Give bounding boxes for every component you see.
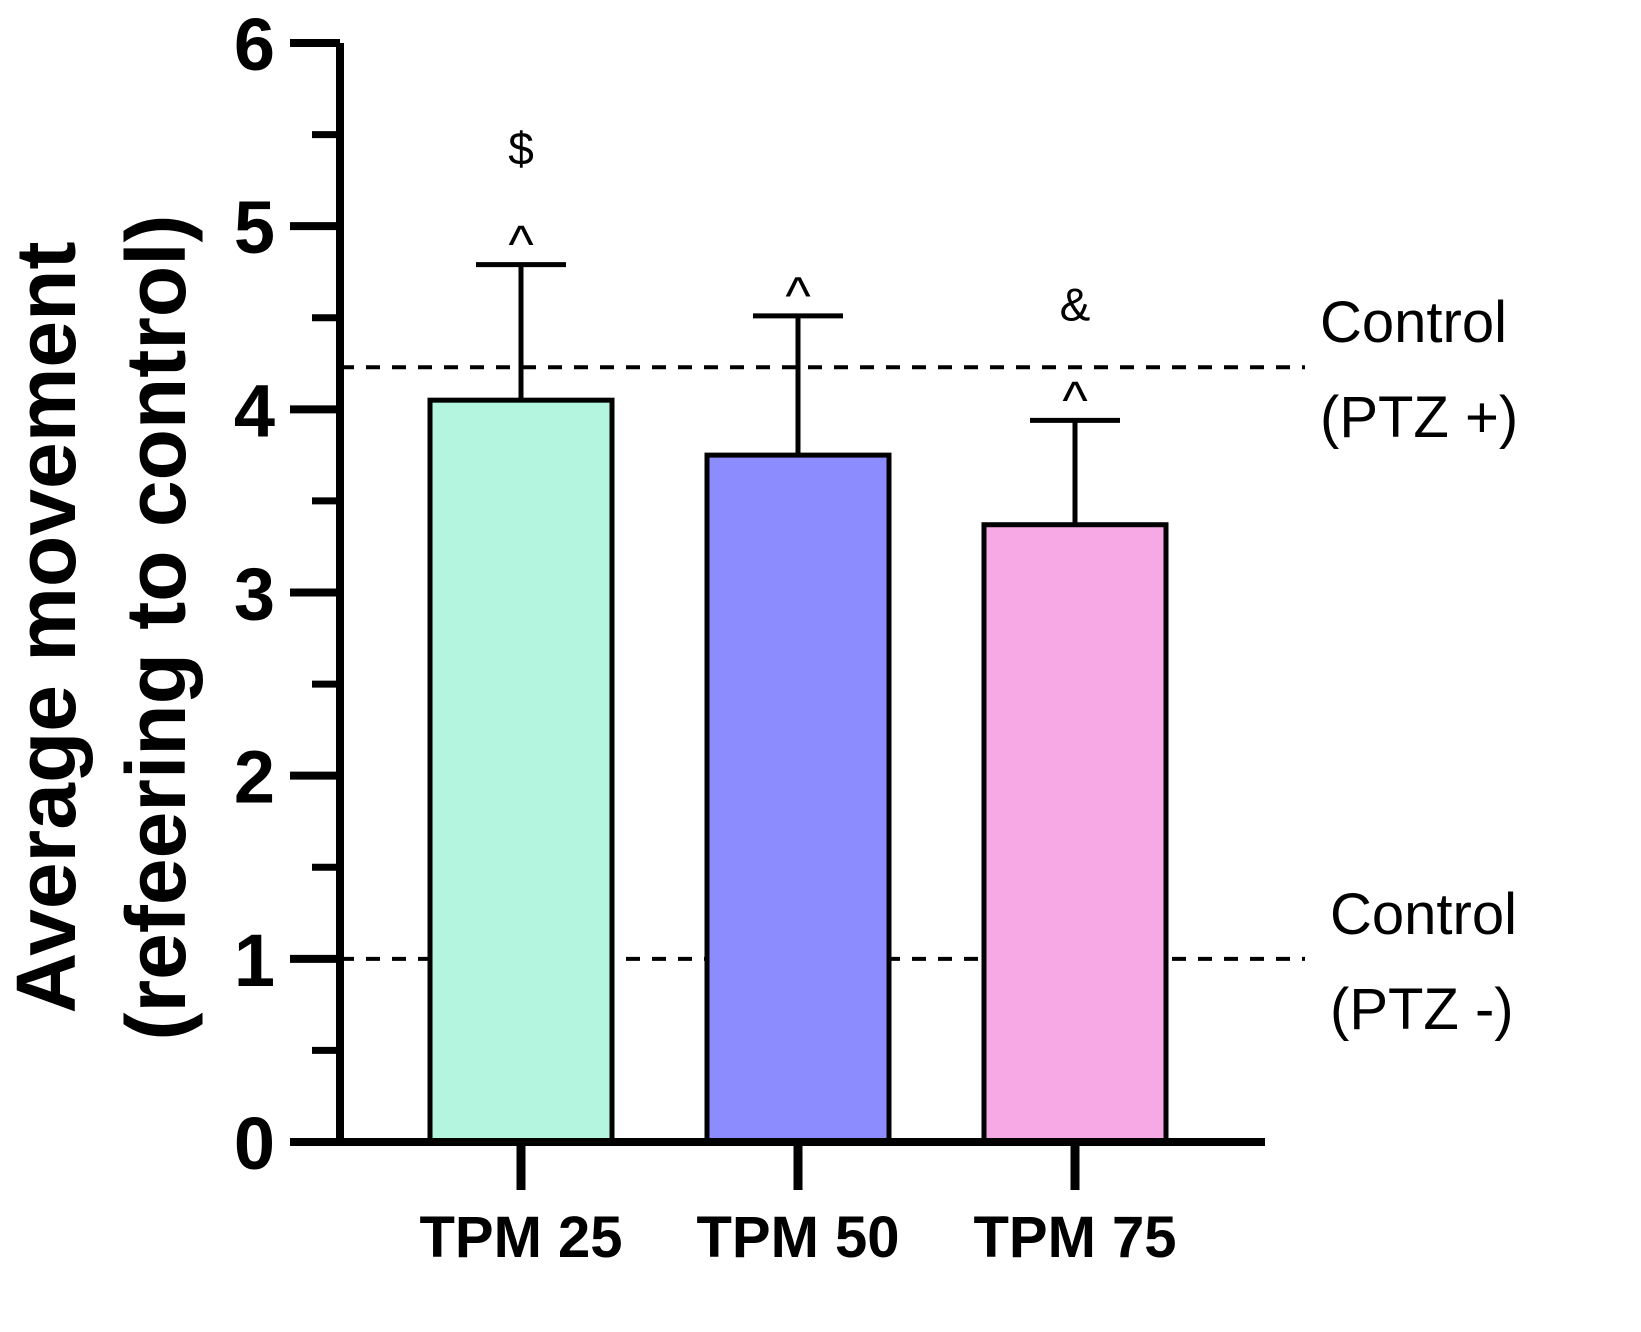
- significance-marker: ^: [1062, 370, 1088, 430]
- y-axis-label-line: Average movement: [0, 242, 93, 1014]
- y-tick-label: 6: [234, 3, 275, 86]
- significance-marker: ^: [785, 266, 811, 326]
- y-tick-label: 5: [234, 186, 275, 269]
- significance-marker: ^: [508, 215, 534, 275]
- y-tick-label: 1: [234, 919, 275, 1002]
- annotations: $ ^ ^ & ^: [508, 123, 1090, 431]
- bar: [704, 452, 892, 1145]
- y-tick-label: 3: [234, 553, 275, 636]
- bar: [981, 522, 1169, 1145]
- x-tick-label: TPM 25: [419, 1205, 622, 1270]
- y-axis-label: Average movement (refeering to control): [0, 214, 203, 1040]
- y-tick-label: 2: [234, 736, 275, 819]
- reference-line-label: (PTZ -): [1330, 977, 1514, 1042]
- significance-marker: &: [1060, 278, 1091, 330]
- y-axis-label-line: (refeering to control): [109, 214, 203, 1040]
- x-tick-label: TPM 50: [696, 1205, 899, 1270]
- x-tick-label: TPM 75: [973, 1205, 1176, 1270]
- reference-line-label: (PTZ +): [1320, 385, 1518, 450]
- axes: 0 1 2 3 4 5 6 TPM 25 TPM 50 TPM 75: [234, 3, 1265, 1270]
- y-tick-label: 0: [234, 1102, 275, 1185]
- significance-marker: $: [508, 123, 534, 175]
- y-tick-label: 4: [234, 369, 275, 452]
- bars: [427, 262, 1169, 1145]
- reference-line-label: Control: [1320, 290, 1507, 355]
- bar: [427, 397, 615, 1145]
- reference-line-label: Control: [1330, 882, 1517, 947]
